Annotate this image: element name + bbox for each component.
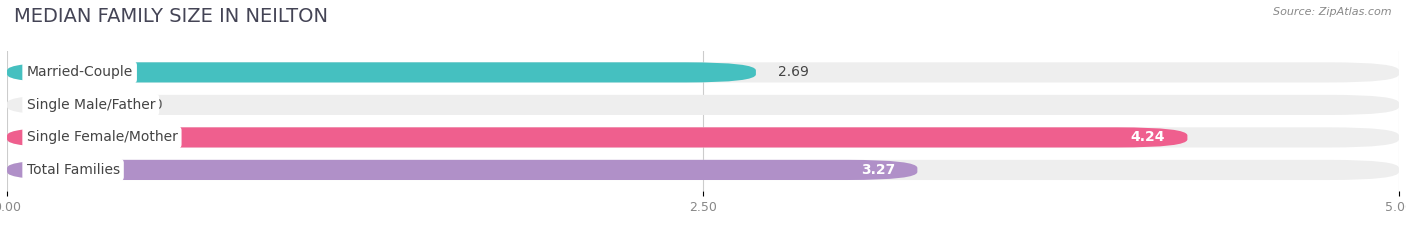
FancyBboxPatch shape: [7, 160, 917, 180]
FancyBboxPatch shape: [7, 95, 1399, 115]
FancyBboxPatch shape: [7, 127, 1188, 147]
Text: Married-Couple: Married-Couple: [27, 65, 132, 79]
FancyBboxPatch shape: [7, 62, 1399, 82]
Text: 0.00: 0.00: [132, 98, 163, 112]
FancyBboxPatch shape: [7, 62, 756, 82]
Text: Source: ZipAtlas.com: Source: ZipAtlas.com: [1274, 7, 1392, 17]
Text: MEDIAN FAMILY SIZE IN NEILTON: MEDIAN FAMILY SIZE IN NEILTON: [14, 7, 328, 26]
Text: 4.24: 4.24: [1130, 130, 1166, 144]
Text: Total Families: Total Families: [27, 163, 120, 177]
Text: 2.69: 2.69: [778, 65, 808, 79]
Text: Single Male/Father: Single Male/Father: [27, 98, 155, 112]
FancyBboxPatch shape: [7, 127, 1399, 147]
Text: 3.27: 3.27: [860, 163, 896, 177]
FancyBboxPatch shape: [7, 160, 1399, 180]
Text: Single Female/Mother: Single Female/Mother: [27, 130, 177, 144]
